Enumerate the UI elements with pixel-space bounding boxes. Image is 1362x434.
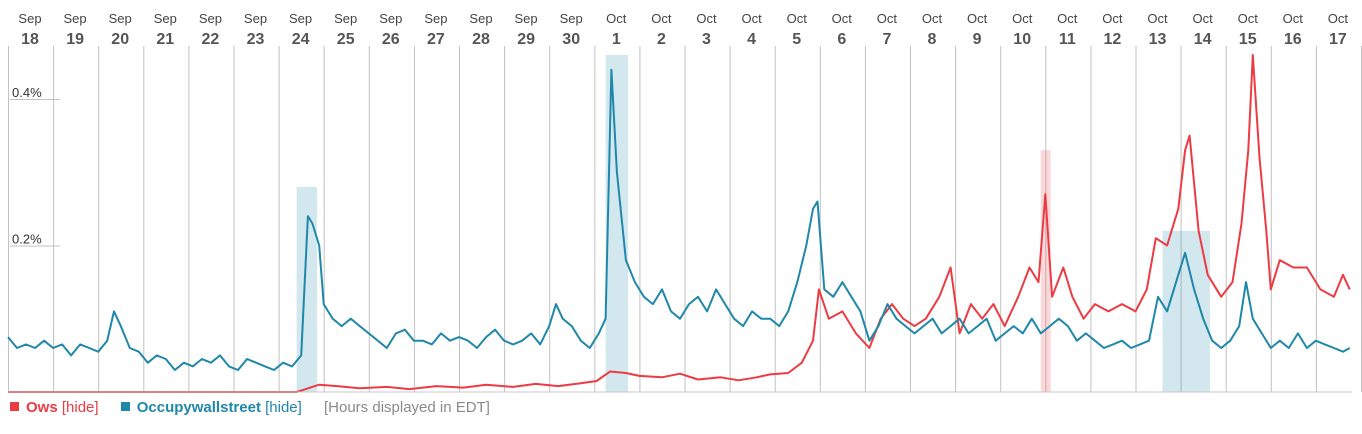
y-tick-label: 0.4% [12, 85, 42, 100]
day-label-number: 21 [156, 31, 174, 48]
day-label-number: 3 [702, 31, 711, 48]
day-label-number: 23 [247, 31, 265, 48]
day-labels: Sep18Sep19Sep20Sep21Sep22Sep23Sep24Sep25… [18, 11, 1348, 48]
day-label-month: Sep [469, 11, 492, 26]
day-label-number: 6 [837, 31, 846, 48]
day-label-month: Sep [64, 11, 87, 26]
legend-item-occupywallstreet: Occupywallstreet [hide] [120, 399, 306, 416]
day-label-number: 15 [1239, 31, 1257, 48]
day-label-month: Sep [289, 11, 312, 26]
day-label-number: 4 [747, 31, 756, 48]
day-label-number: 17 [1329, 31, 1347, 48]
day-label-month: Oct [1057, 11, 1078, 26]
day-label-month: Oct [651, 11, 672, 26]
legend-ows-label: Ows [26, 399, 58, 416]
spike-highlight [605, 55, 629, 392]
day-label-number: 27 [427, 31, 445, 48]
day-label-month: Sep [334, 11, 357, 26]
y-axis-ticks: 0.2% 0.4% [10, 85, 60, 247]
day-label-number: 20 [111, 31, 129, 48]
series-line-occupywallstreet [7, 68, 1351, 371]
day-label-number: 29 [517, 31, 535, 48]
day-label-number: 2 [657, 31, 666, 48]
day-label-number: 10 [1013, 31, 1031, 48]
day-label-number: 11 [1059, 31, 1076, 48]
day-label-number: 14 [1194, 31, 1212, 48]
day-label-number: 30 [562, 31, 580, 48]
day-label-month: Sep [244, 11, 267, 26]
day-label-month: Oct [1147, 11, 1168, 26]
day-label-month: Sep [560, 11, 583, 26]
ows-swatch [10, 402, 19, 411]
day-label-number: 28 [472, 31, 490, 48]
day-label-month: Sep [18, 11, 41, 26]
day-label-number: 26 [382, 31, 400, 48]
trend-chart: 0.2%0.4% Sep18Sep19Sep20Sep21Sep22Sep23S… [7, 11, 1362, 393]
day-grid [8, 46, 1362, 392]
day-label-month: Oct [1283, 11, 1304, 26]
day-label-number: 25 [337, 31, 355, 48]
timezone-note: [Hours displayed in EDT] [324, 399, 490, 416]
day-label-month: Sep [199, 11, 222, 26]
day-label-month: Oct [1192, 11, 1213, 26]
day-label-number: 18 [21, 31, 39, 48]
occupywallstreet-swatch [120, 402, 130, 411]
day-label-number: 7 [882, 31, 891, 48]
day-label-month: Oct [606, 11, 627, 26]
day-label-month: Oct [967, 11, 988, 26]
legend: Ows [hide] Occupywallstreet [hide] [Hour… [10, 399, 490, 416]
series-lines [7, 54, 1351, 393]
day-label-number: 13 [1149, 31, 1167, 48]
day-label-month: Oct [922, 11, 943, 26]
legend-occupywallstreet-label: Occupywallstreet [136, 399, 261, 416]
series-line-ows [8, 54, 1351, 393]
spike-highlight [296, 186, 317, 392]
day-label-number: 16 [1284, 31, 1302, 48]
day-label-month: Sep [515, 11, 538, 26]
day-label-month: Oct [1328, 11, 1349, 26]
legend-item-ows: Ows [hide] [10, 399, 103, 416]
day-label-month: Oct [1102, 11, 1123, 26]
day-label-month: Oct [1238, 11, 1259, 26]
day-label-month: Sep [379, 11, 402, 26]
day-label-month: Oct [696, 11, 717, 26]
day-label-number: 12 [1104, 31, 1122, 48]
day-label-number: 19 [66, 31, 84, 48]
day-label-month: Oct [877, 11, 898, 26]
day-label-month: Oct [741, 11, 762, 26]
day-label-month: Sep [424, 11, 447, 26]
day-label-number: 8 [928, 31, 937, 48]
day-label-number: 1 [612, 31, 621, 48]
day-label-month: Oct [1012, 11, 1033, 26]
y-tick-label: 0.2% [12, 231, 42, 246]
hide-ows-link[interactable]: [hide] [61, 399, 99, 416]
spike-highlight [1040, 150, 1051, 392]
day-label-number: 5 [792, 31, 801, 48]
day-label-month: Sep [109, 11, 132, 26]
day-label-number: 22 [202, 31, 220, 48]
hide-occupywallstreet-link[interactable]: [hide] [265, 399, 302, 416]
day-label-month: Oct [787, 11, 808, 26]
day-label-month: Oct [832, 11, 853, 26]
day-label-number: 9 [973, 31, 982, 48]
day-label-month: Sep [154, 11, 177, 26]
day-label-number: 24 [292, 31, 310, 48]
